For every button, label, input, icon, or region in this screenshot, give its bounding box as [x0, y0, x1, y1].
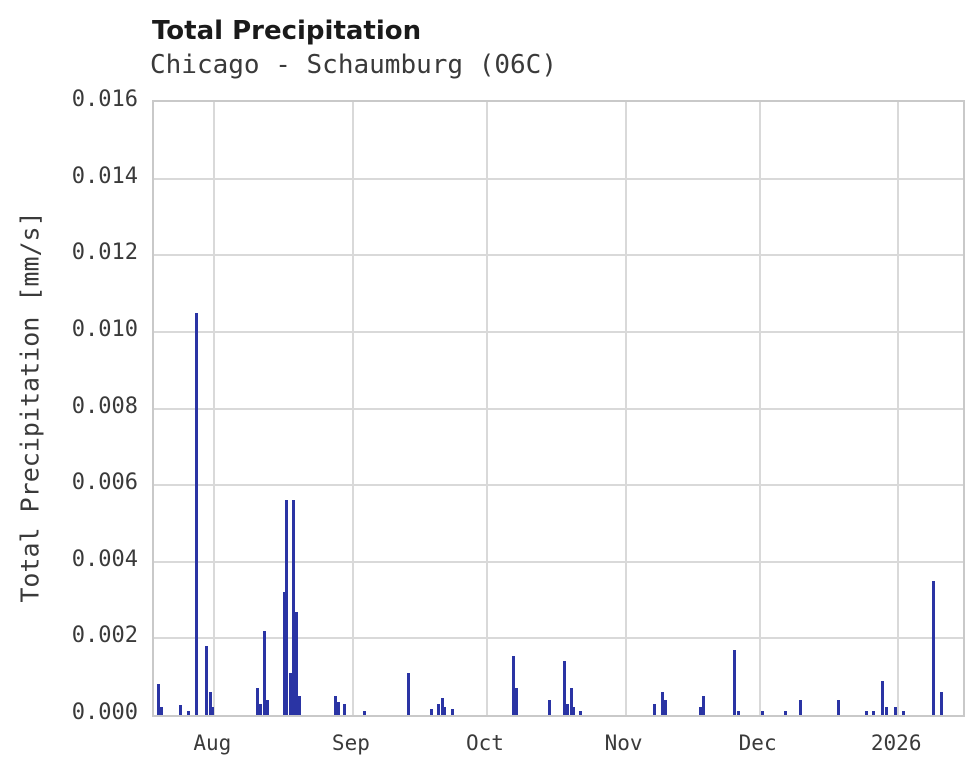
y-tick-label: 0.014: [71, 163, 138, 189]
precipitation-bar: [512, 655, 516, 715]
x-tick-label: Aug: [193, 731, 232, 755]
chart-title: Total Precipitation: [152, 16, 422, 46]
precipitation-bar: [548, 699, 552, 715]
precipitation-bar: [211, 707, 215, 715]
precipitation-bar: [572, 707, 576, 715]
precipitation-bar: [295, 611, 299, 715]
precipitation-bar: [733, 649, 737, 715]
precipitation-bar: [653, 703, 657, 715]
precipitation-bar: [450, 709, 454, 715]
precipitation-bar: [406, 672, 410, 715]
y-tick-label: 0.000: [71, 700, 138, 725]
plot-area: [152, 100, 965, 717]
y-tick-label: 0.008: [71, 393, 138, 419]
precipitation-bar: [194, 312, 198, 715]
x-tick-label: Sep: [331, 731, 370, 755]
precipitation-bar: [579, 711, 583, 715]
precipitation-bar: [663, 699, 667, 715]
y-tick-label: 0.016: [71, 87, 138, 112]
precipitation-bar: [569, 688, 573, 715]
precipitation-bar: [266, 699, 270, 715]
chart-subtitle: Chicago - Schaumburg (06C): [150, 50, 557, 80]
precipitation-bar: [297, 695, 301, 715]
y-tick-label: 0.012: [71, 240, 138, 266]
precipitation-bar: [881, 680, 885, 715]
x-tick-label: Oct: [466, 731, 504, 755]
gridline-horizontal: [154, 407, 963, 410]
precipitation-bar: [761, 711, 765, 715]
precipitation-bar: [736, 711, 740, 715]
gridline-horizontal: [154, 560, 963, 563]
precipitation-bar: [437, 703, 441, 715]
precipitation-bar: [263, 630, 267, 715]
precipitation-bar: [258, 703, 262, 715]
precipitation-bar: [566, 703, 570, 715]
precipitation-bar: [208, 692, 212, 715]
precipitation-bar: [699, 707, 703, 715]
precipitation-bar: [429, 709, 433, 715]
precipitation-bar: [337, 701, 341, 715]
precipitation-bar: [440, 697, 444, 715]
gridline-vertical: [758, 102, 761, 715]
precipitation-bar: [660, 692, 664, 715]
gridline-horizontal: [154, 484, 963, 487]
y-tick-label: 0.010: [71, 316, 138, 342]
precipitation-bar: [837, 699, 841, 715]
gridline-horizontal: [154, 177, 963, 180]
precipitation-bar: [256, 688, 260, 715]
precipitation-bar: [865, 711, 869, 715]
precipitation-bar: [902, 711, 906, 715]
precipitation-bar: [285, 500, 289, 715]
gridline-horizontal: [154, 637, 963, 640]
x-tick-label: 2026: [870, 731, 922, 755]
precipitation-bar: [872, 711, 876, 715]
precipitation-bar: [562, 661, 566, 715]
precipitation-bar: [288, 672, 292, 715]
precipitation-bar: [784, 711, 788, 715]
precipitation-bar: [343, 703, 347, 715]
precipitation-bar: [884, 707, 888, 715]
precipitation-bar: [932, 580, 936, 715]
precipitation-bar: [156, 684, 160, 715]
precipitation-bar: [939, 692, 943, 715]
precipitation-bar: [443, 707, 447, 715]
y-tick-label: 0.004: [71, 546, 138, 572]
gridline-vertical: [351, 102, 354, 715]
precipitation-bar: [894, 707, 898, 715]
precipitation-bar: [799, 699, 803, 715]
precipitation-bar: [159, 707, 163, 715]
x-tick-label: Nov: [604, 731, 643, 755]
precipitation-bar: [362, 711, 366, 715]
gridline-vertical: [897, 102, 900, 715]
precipitation-bar: [282, 592, 286, 715]
x-tick-label: Dec: [738, 731, 777, 755]
gridline-vertical: [213, 102, 216, 715]
precipitation-bar: [701, 695, 705, 715]
y-tick-label: 0.002: [71, 623, 138, 649]
precipitation-bar: [205, 646, 209, 715]
gridline-horizontal: [154, 254, 963, 257]
gridline-vertical: [485, 102, 488, 715]
gridline-horizontal: [154, 330, 963, 333]
precipitation-bar: [178, 705, 182, 715]
gridline-vertical: [624, 102, 627, 715]
precipitation-bar: [186, 711, 190, 715]
precipitation-bar: [333, 695, 337, 715]
precipitation-bar: [292, 500, 296, 715]
precipitation-bar: [514, 688, 518, 715]
y-tick-label: 0.006: [71, 470, 138, 496]
